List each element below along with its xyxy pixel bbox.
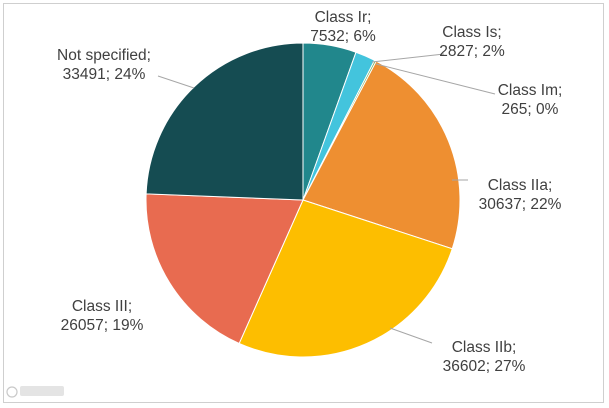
data-label-value: 7532; 6%	[310, 28, 376, 45]
pie-slices	[145, 42, 461, 358]
data-label-name: Class Is;	[442, 24, 501, 41]
leader-line	[371, 53, 445, 63]
data-label: Class Is; 2827; 2%	[439, 24, 505, 60]
data-label-name: Class Im;	[498, 82, 563, 99]
data-label-name: Class IIb;	[452, 339, 517, 356]
pie-slice-class-iia	[302, 60, 461, 250]
data-label-name: Class IIa;	[488, 177, 553, 194]
data-label: Class Ir; 7532; 6%	[310, 9, 376, 45]
data-label: Not specified; 33491; 24%	[57, 47, 151, 83]
leader-lines	[157, 53, 496, 344]
data-label: Class Im; 265; 0%	[498, 82, 563, 118]
data-label-name: Class Ir;	[315, 9, 372, 26]
pie-slice-class-iii	[145, 193, 304, 345]
data-label-name: Class III;	[72, 298, 132, 315]
data-label: Class III; 26057; 19%	[61, 298, 144, 334]
data-label-value: 265; 0%	[502, 101, 559, 118]
data-label: Class IIa; 30637; 22%	[479, 177, 562, 213]
leader-line	[375, 63, 496, 95]
pie-slice-class-iib	[238, 199, 453, 358]
leader-line	[157, 75, 195, 89]
data-label-value: 26057; 19%	[61, 317, 144, 334]
leader-line	[389, 327, 433, 344]
data-label-value: 30637; 22%	[479, 196, 562, 213]
data-label: Class IIb; 36602; 27%	[443, 339, 526, 375]
data-labels: Class Ir; 7532; 6% Class Is; 2827; 2%Class …	[57, 9, 562, 375]
watermark-logo	[6, 386, 64, 398]
data-label-name: Not specified;	[57, 47, 151, 64]
data-label-value: 2827; 2%	[439, 43, 505, 60]
pie-slice-not-specified	[145, 42, 304, 201]
data-label-value: 36602; 27%	[443, 358, 526, 375]
data-label-value: 33491; 24%	[63, 66, 146, 83]
